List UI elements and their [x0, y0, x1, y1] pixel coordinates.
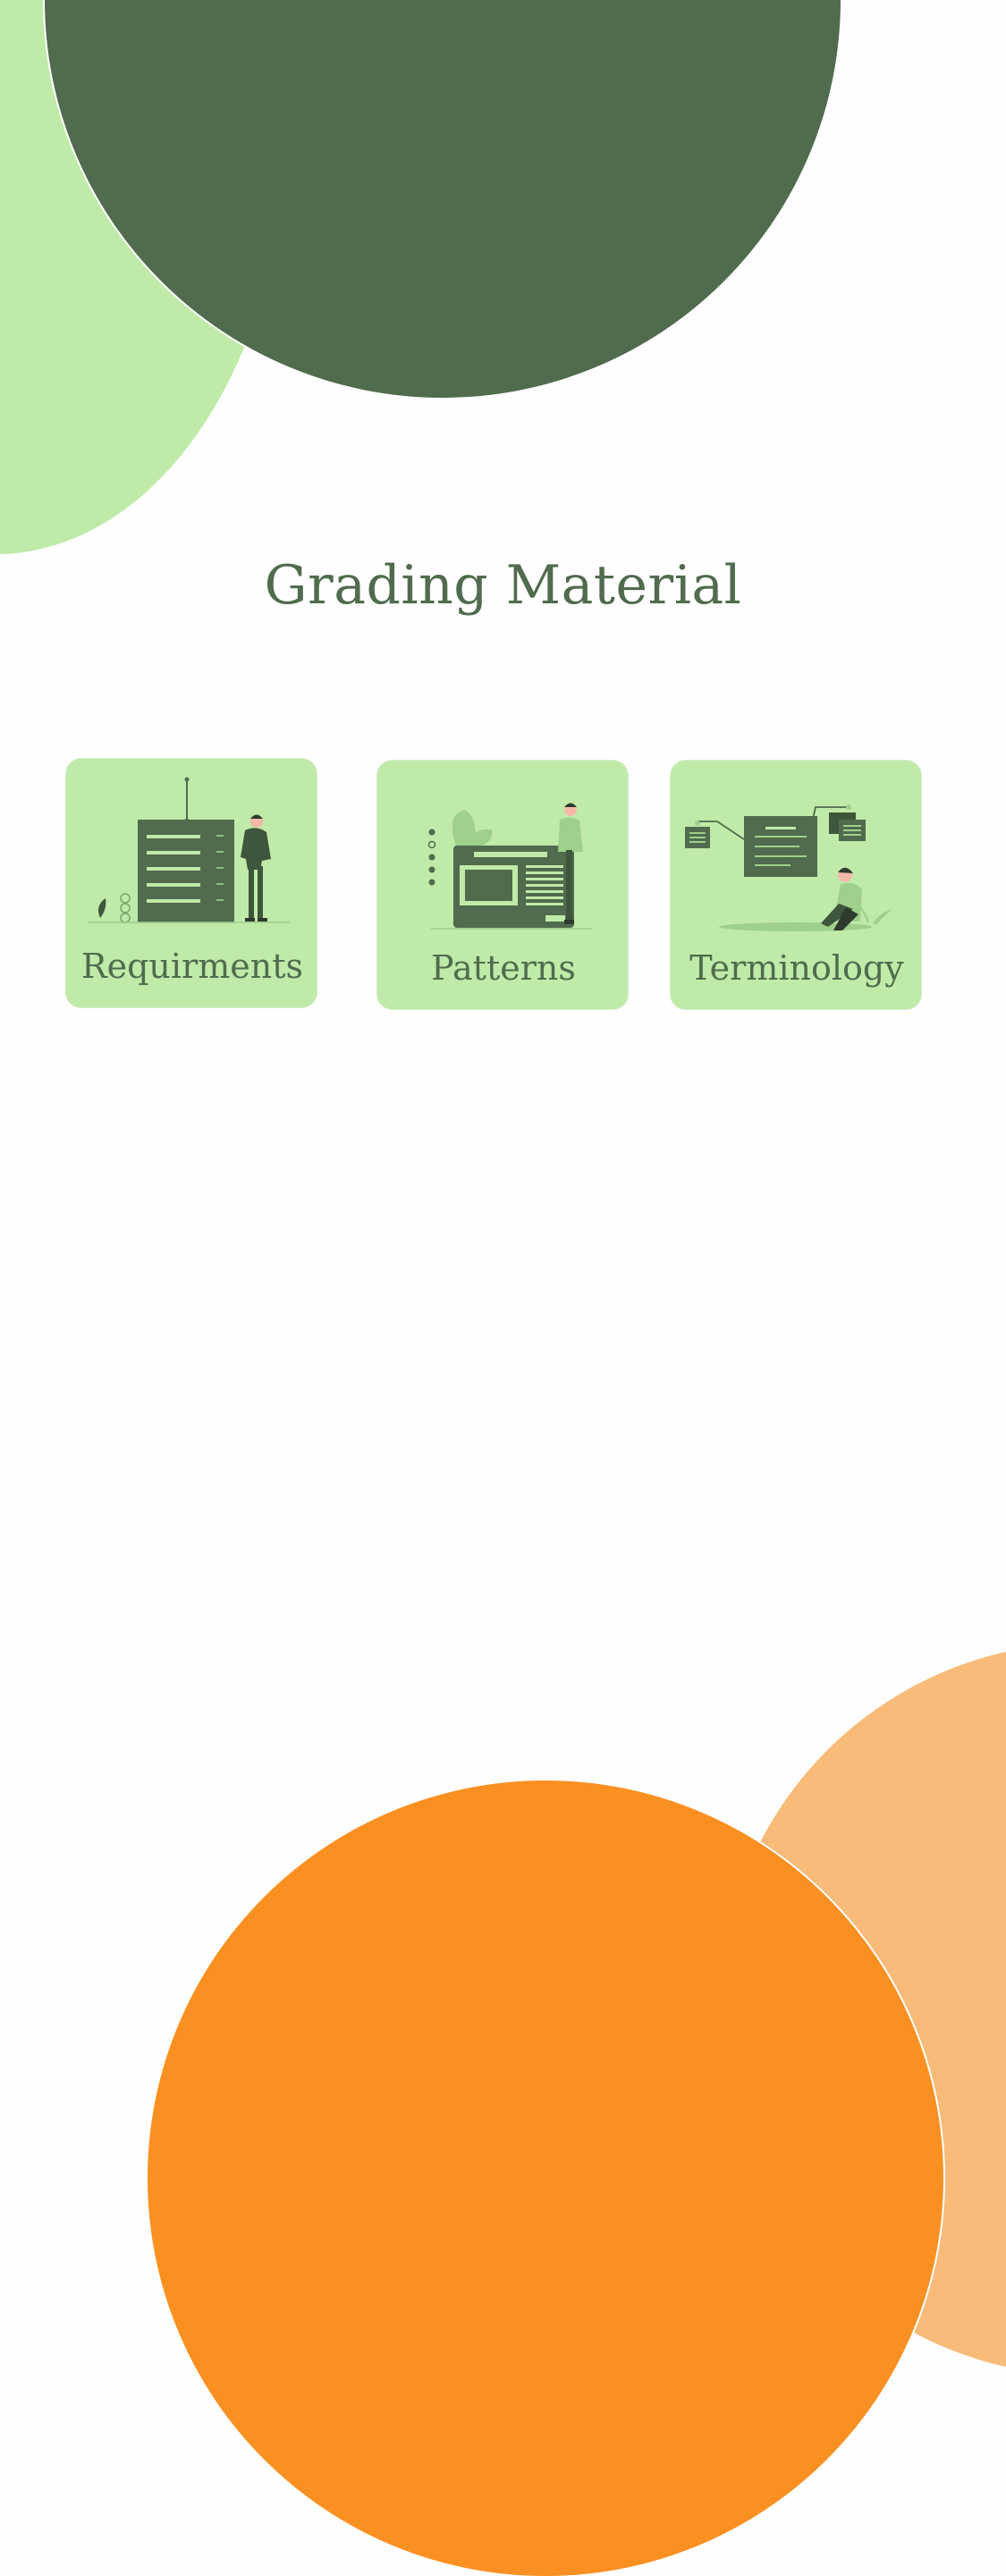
page-title: Grading Material	[264, 554, 742, 617]
diagram-terminology-illustration-icon	[685, 804, 892, 931]
terminology-card[interactable]: Terminology	[670, 760, 922, 1010]
requirements-card-label: Requirments	[81, 947, 303, 986]
patterns-card[interactable]: Patterns	[376, 760, 629, 1010]
requirements-card[interactable]: Requirments	[65, 758, 317, 1008]
requirements-list-illustration-icon	[89, 777, 290, 923]
patterns-card-label: Patterns	[431, 948, 576, 988]
decorative-orange-circle	[148, 1780, 943, 2576]
browser-patterns-illustration-icon	[427, 803, 592, 930]
terminology-card-label: Terminology	[689, 948, 904, 988]
